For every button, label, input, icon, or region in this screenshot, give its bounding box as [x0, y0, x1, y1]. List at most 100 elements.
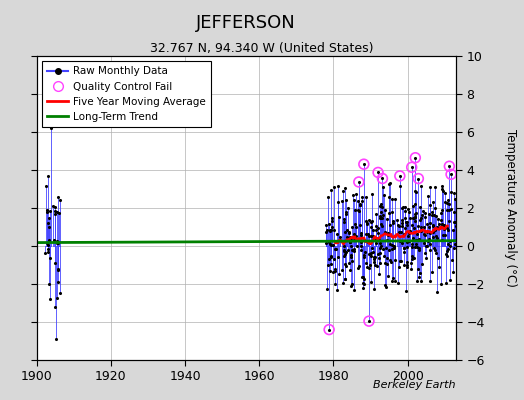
Point: [447, 171, 455, 178]
Point: [327, 261, 335, 268]
Point: [45, 237, 53, 244]
Point: [323, 227, 332, 234]
Point: [371, 262, 379, 269]
Point: [376, 209, 385, 215]
Point: [443, 246, 452, 252]
Point: [429, 222, 437, 229]
Point: [42, 183, 50, 189]
Point: [449, 227, 457, 233]
Point: [438, 221, 446, 227]
Point: [395, 229, 403, 236]
Point: [325, 238, 333, 244]
Point: [425, 211, 433, 217]
Point: [403, 244, 411, 250]
Point: [386, 241, 395, 247]
Point: [326, 268, 334, 274]
Point: [372, 222, 380, 229]
Point: [416, 269, 424, 276]
Point: [365, 318, 373, 324]
Point: [414, 175, 422, 182]
Point: [362, 218, 370, 224]
Point: [400, 245, 409, 252]
Point: [378, 215, 386, 221]
Point: [421, 250, 430, 256]
Point: [379, 246, 387, 252]
Point: [416, 204, 424, 210]
Point: [53, 295, 61, 301]
Point: [359, 252, 368, 258]
Point: [374, 230, 383, 236]
Point: [438, 186, 446, 192]
Point: [376, 245, 384, 251]
Point: [442, 225, 451, 231]
Point: [340, 252, 348, 259]
Point: [411, 210, 419, 217]
Point: [428, 209, 436, 216]
Point: [51, 335, 60, 342]
Point: [365, 250, 374, 257]
Point: [363, 221, 372, 227]
Point: [450, 245, 458, 251]
Point: [440, 189, 449, 196]
Point: [389, 218, 397, 224]
Point: [429, 229, 438, 235]
Point: [368, 218, 376, 224]
Point: [342, 197, 351, 203]
Point: [350, 248, 358, 254]
Point: [46, 296, 54, 302]
Point: [44, 241, 52, 248]
Point: [401, 204, 409, 211]
Point: [400, 248, 409, 255]
Point: [396, 182, 405, 189]
Point: [444, 197, 452, 203]
Point: [43, 240, 51, 247]
Point: [408, 215, 417, 222]
Point: [422, 221, 431, 227]
Point: [380, 228, 389, 235]
Point: [396, 238, 404, 244]
Point: [434, 254, 443, 261]
Point: [406, 214, 414, 221]
Point: [47, 125, 55, 132]
Point: [353, 243, 362, 250]
Point: [373, 225, 381, 231]
Point: [422, 242, 430, 249]
Point: [49, 203, 57, 209]
Point: [402, 219, 410, 225]
Point: [53, 209, 61, 215]
Point: [414, 175, 422, 182]
Point: [377, 201, 385, 207]
Point: [334, 199, 342, 206]
Point: [440, 222, 448, 228]
Point: [425, 230, 434, 236]
Point: [364, 239, 373, 246]
Point: [397, 258, 406, 264]
Point: [408, 164, 416, 170]
Point: [438, 182, 446, 189]
Point: [350, 246, 358, 252]
Point: [389, 220, 397, 227]
Point: [53, 240, 62, 246]
Point: [325, 228, 334, 234]
Point: [451, 196, 459, 203]
Point: [360, 281, 368, 288]
Point: [443, 200, 451, 206]
Point: [408, 244, 416, 250]
Point: [399, 245, 408, 251]
Point: [51, 211, 60, 217]
Point: [391, 257, 399, 264]
Point: [378, 223, 387, 229]
Point: [389, 243, 398, 249]
Point: [367, 253, 375, 259]
Point: [442, 280, 451, 286]
Point: [417, 215, 425, 222]
Legend: Raw Monthly Data, Quality Control Fail, Five Year Moving Average, Long-Term Tren: Raw Monthly Data, Quality Control Fail, …: [42, 61, 211, 127]
Point: [389, 245, 398, 251]
Point: [322, 228, 330, 235]
Point: [329, 269, 337, 276]
Point: [356, 246, 365, 253]
Point: [333, 231, 342, 238]
Point: [330, 256, 339, 262]
Point: [344, 229, 353, 236]
Point: [418, 212, 427, 218]
